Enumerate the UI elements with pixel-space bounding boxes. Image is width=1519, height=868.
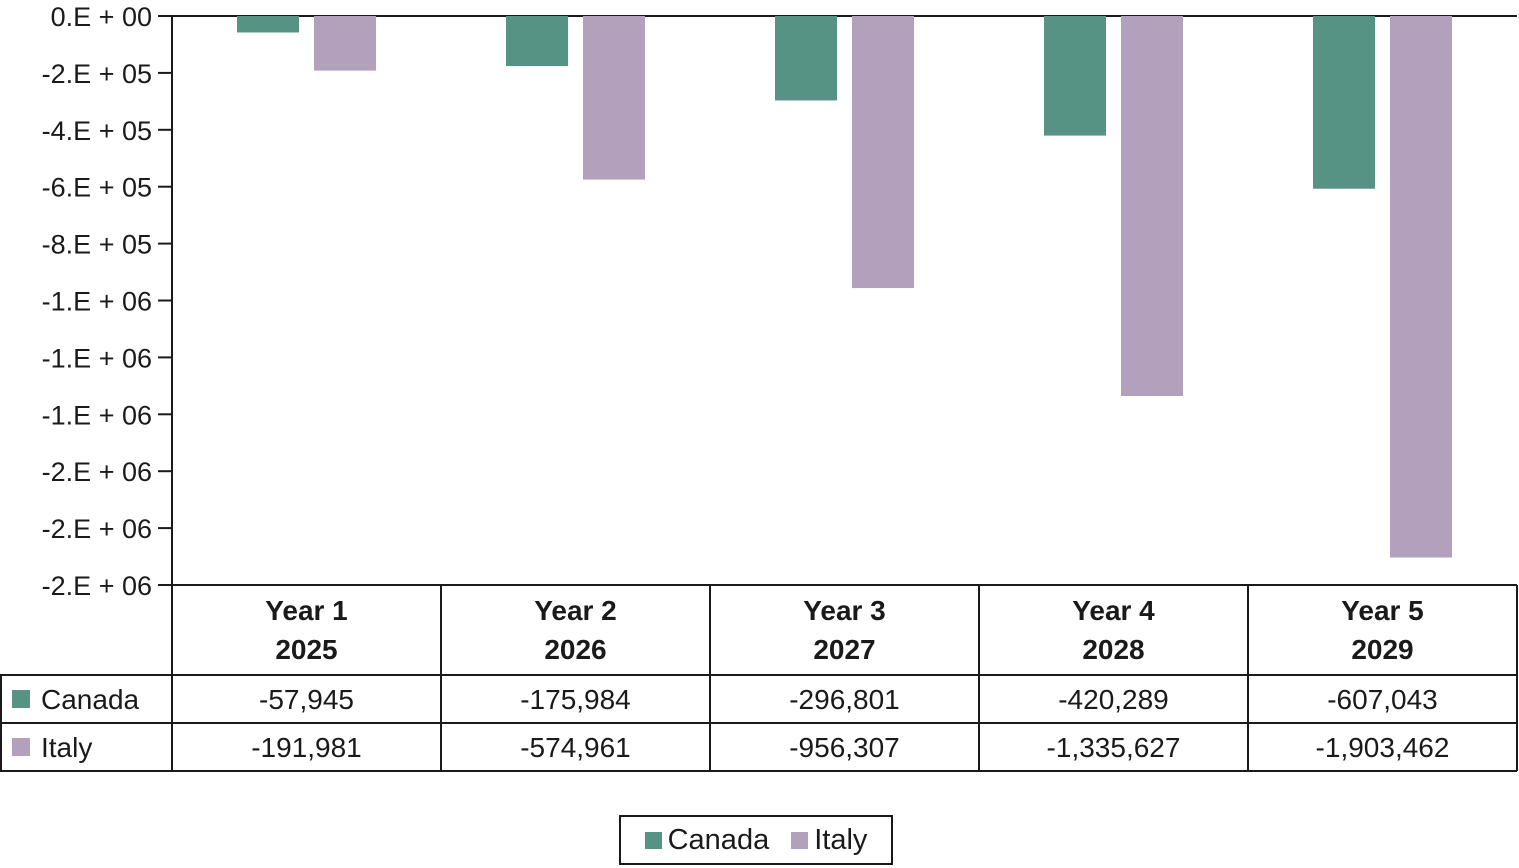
table-cell-value: -191,981 bbox=[251, 732, 362, 763]
table-cell-value: -607,043 bbox=[1327, 684, 1438, 715]
bar-canada-3 bbox=[775, 16, 837, 101]
table-header-calendar-year: 2027 bbox=[813, 634, 875, 665]
y-axis: 0.E + 00 -2.E + 05 -4.E + 05 -6.E + 05 -8.E … bbox=[42, 2, 1517, 601]
bar-canada-4 bbox=[1044, 16, 1106, 136]
table-cell-value: -296,801 bbox=[789, 684, 900, 715]
bar-italy-4 bbox=[1121, 16, 1183, 396]
bar-italy-5 bbox=[1390, 16, 1452, 558]
bar-italy-2 bbox=[583, 16, 645, 180]
table-header-year: Year 4 bbox=[1072, 595, 1155, 626]
table-swatch-canada bbox=[12, 690, 30, 708]
y-tick-label: -2.E + 06 bbox=[42, 457, 152, 487]
table-cell-value: -57,945 bbox=[259, 684, 354, 715]
table-swatch-italy bbox=[12, 738, 30, 756]
table-cell-value: -420,289 bbox=[1058, 684, 1169, 715]
y-tick-label: -2.E + 06 bbox=[42, 571, 152, 601]
table-row-label-italy: Italy bbox=[41, 732, 92, 763]
table-header-calendar-year: 2026 bbox=[544, 634, 606, 665]
legend: Canada Italy bbox=[619, 815, 893, 865]
y-tick-label: -2.E + 05 bbox=[42, 59, 152, 89]
table-cell-value: -175,984 bbox=[520, 684, 631, 715]
bar-canada-2 bbox=[506, 16, 568, 67]
legend-item-italy: Italy bbox=[791, 824, 867, 857]
table-header-year: Year 3 bbox=[803, 595, 886, 626]
bar-canada-1 bbox=[237, 16, 299, 33]
bar-italy-1 bbox=[314, 16, 376, 71]
table-header-year: Year 1 bbox=[265, 595, 348, 626]
y-tick-label: -8.E + 05 bbox=[42, 230, 152, 260]
y-tick-label: -6.E + 05 bbox=[42, 173, 152, 203]
legend-swatch-italy bbox=[791, 831, 809, 849]
table-header-year: Year 2 bbox=[534, 595, 617, 626]
table-cell-value: -1,335,627 bbox=[1047, 732, 1181, 763]
bar-canada-5 bbox=[1313, 16, 1375, 189]
bars bbox=[237, 16, 1452, 558]
legend-label-italy: Italy bbox=[814, 823, 868, 856]
legend-label-canada: Canada bbox=[667, 823, 770, 856]
y-tick-label: 0.E + 00 bbox=[51, 2, 152, 32]
table-header-calendar-year: 2029 bbox=[1351, 634, 1413, 665]
table-header-year: Year 5 bbox=[1341, 595, 1424, 626]
y-tick-label: -1.E + 06 bbox=[42, 287, 152, 317]
table-cell-value: -1,903,462 bbox=[1316, 732, 1450, 763]
y-tick-label: -2.E + 06 bbox=[42, 514, 152, 544]
table-header-calendar-year: 2028 bbox=[1082, 634, 1144, 665]
table-header-calendar-year: 2025 bbox=[275, 634, 337, 665]
y-tick-label: -1.E + 06 bbox=[42, 400, 152, 430]
y-tick-label: -4.E + 05 bbox=[42, 116, 152, 146]
legend-swatch-canada bbox=[644, 831, 662, 849]
bar-italy-3 bbox=[852, 16, 914, 289]
table-cell-value: -574,961 bbox=[520, 732, 631, 763]
table-cell-value: -956,307 bbox=[789, 732, 900, 763]
y-tick-label: -1.E + 06 bbox=[42, 343, 152, 373]
legend-item-canada: Canada bbox=[644, 823, 770, 857]
table-row-label-canada: Canada bbox=[41, 684, 140, 715]
data-table: Year 1 2025 Year 2 2026 Year 3 2027 Year 4 2028… bbox=[0, 584, 1518, 772]
